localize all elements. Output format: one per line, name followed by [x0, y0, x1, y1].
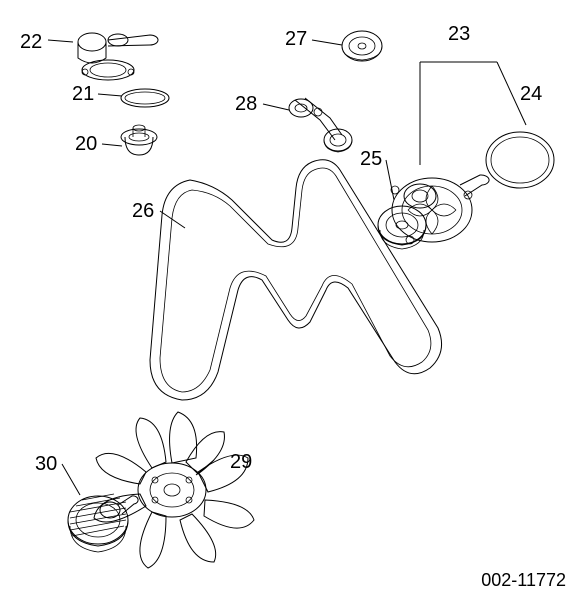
part-thermostat-housing	[78, 33, 158, 80]
callout-label-26: 26	[132, 200, 154, 222]
part-water-pump	[391, 175, 489, 244]
part-water-pump-oring	[486, 132, 554, 188]
part-serpentine-belt	[150, 160, 442, 400]
reference-number: 002-11772	[481, 570, 566, 590]
callout-label-21: 21	[72, 83, 94, 105]
callout-label-30: 30	[35, 453, 57, 475]
part-thermostat	[121, 125, 157, 155]
part-idler-pulley	[342, 31, 382, 61]
callout-label-25: 25	[360, 148, 382, 170]
callout-label-29: 29	[230, 451, 252, 473]
part-belt-tensioner	[289, 98, 352, 152]
callout-label-20: 20	[75, 133, 97, 155]
part-fan-clutch	[68, 494, 138, 552]
part-gasket	[121, 89, 169, 107]
callout-label-27: 27	[285, 28, 307, 50]
callout-label-22: 22	[20, 31, 42, 53]
callout-label-23: 23	[448, 23, 470, 45]
leader-lines	[48, 40, 394, 495]
callout-label-24: 24	[520, 83, 542, 105]
callout-label-28: 28	[235, 93, 257, 115]
callout-bracket-23	[420, 62, 526, 165]
